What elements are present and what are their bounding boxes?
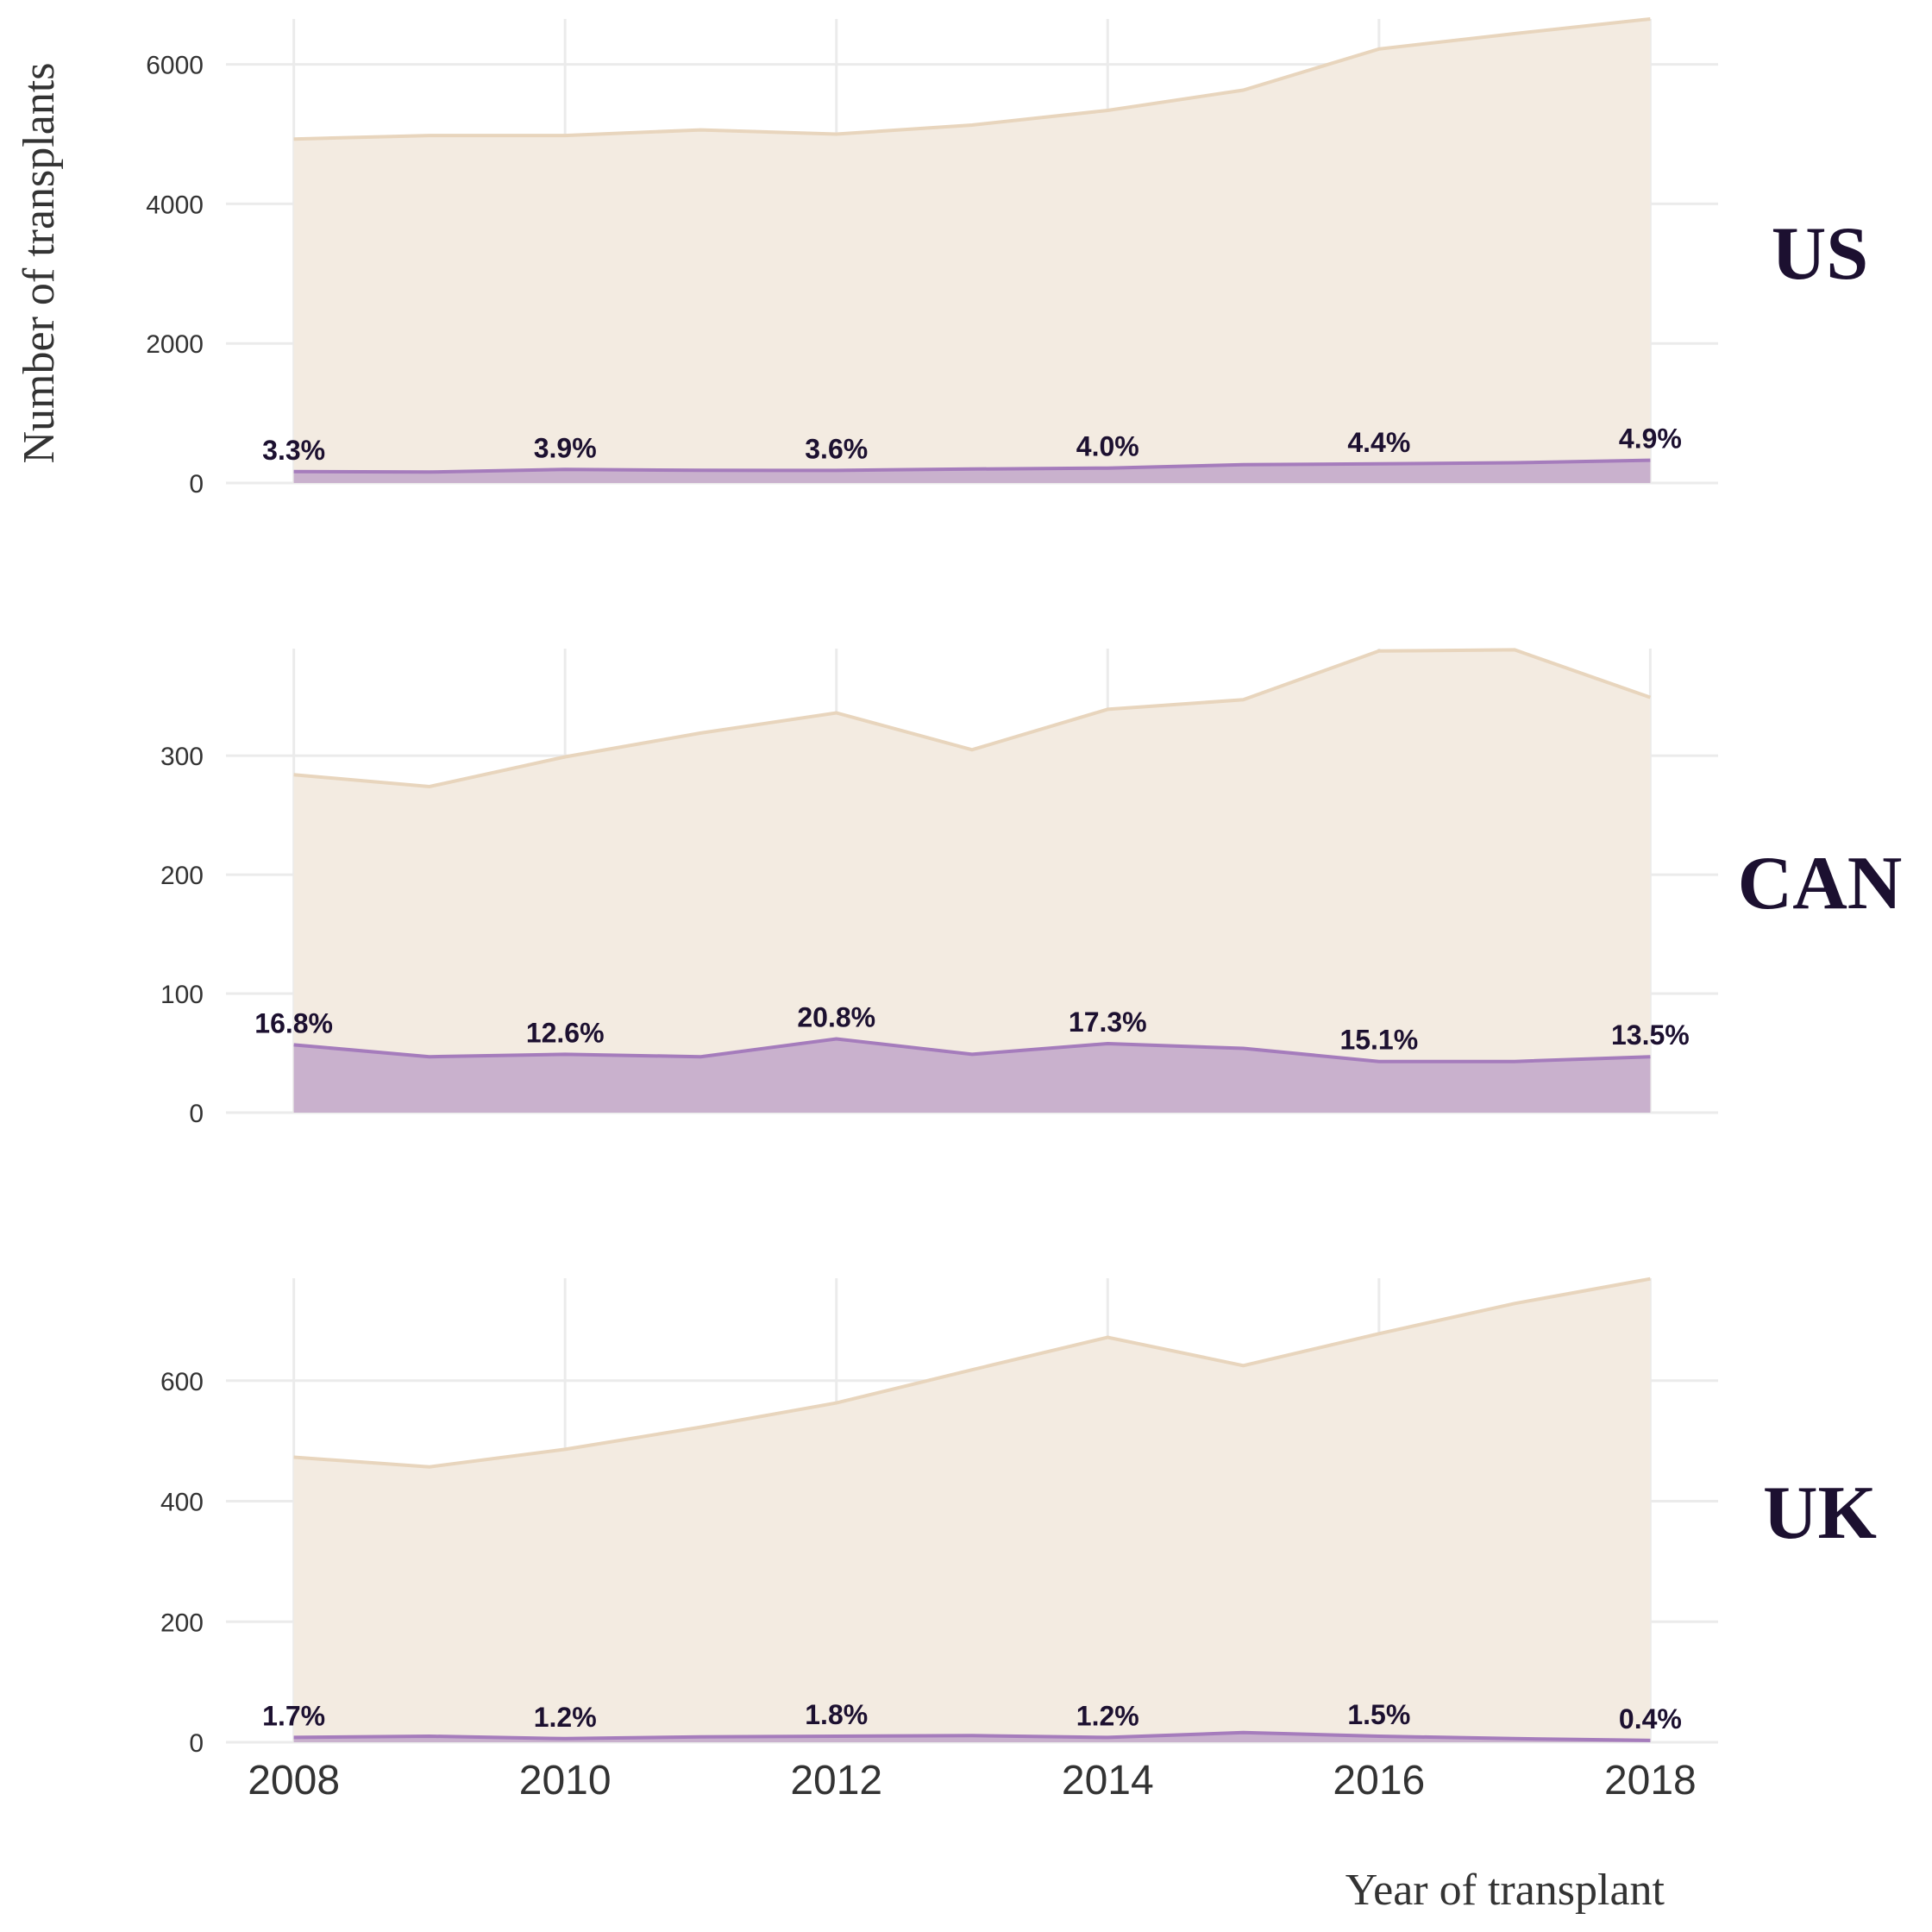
percentage-label: 1.2% — [534, 1702, 597, 1733]
facet-label: CAN — [1738, 842, 1903, 925]
percentage-label: 1.8% — [805, 1699, 868, 1730]
subset-line — [293, 1730, 1651, 1742]
percentage-label: 0.4% — [1619, 1703, 1682, 1734]
percentage-label: 3.6% — [805, 433, 868, 464]
x-axis: 2008 2010 2012 2014 2016 2018 — [248, 1758, 1697, 1803]
total-line — [293, 648, 1652, 789]
facet-label: US — [1772, 212, 1869, 296]
x-tick-label: 2016 — [1333, 1758, 1425, 1803]
percentage-label: 16.8% — [254, 1007, 333, 1038]
x-tick-label: 2018 — [1604, 1758, 1697, 1803]
x-tick-label: 2012 — [790, 1758, 882, 1803]
y-tick-label: 0 — [189, 1100, 204, 1128]
subset-area — [293, 1038, 1651, 1113]
percentage-label: 4.9% — [1619, 423, 1682, 455]
panel-uk: 0 200 400 600 1.7% 1.2% 1.8% 1.2% 1.5% 0.4% UK — [160, 1276, 1877, 1758]
y-tick-label: 200 — [160, 862, 204, 890]
y-tick-label: 0 — [189, 1729, 204, 1758]
percentage-label: 15.1% — [1339, 1025, 1418, 1056]
percentage-label: 12.6% — [526, 1017, 605, 1048]
y-tick-label: 600 — [160, 1368, 204, 1396]
percentage-label: 4.0% — [1076, 431, 1139, 462]
panel-us: 0 2000 4000 6000 3.3% 3.9% 3.6% 4.0% 4.4% 4.9% US — [146, 17, 1869, 499]
total-area — [293, 19, 1651, 483]
y-tick-label: 300 — [160, 743, 204, 771]
percentage-label: 3.9% — [534, 432, 597, 463]
x-tick-label: 2008 — [248, 1758, 340, 1803]
facet-label: UK — [1763, 1471, 1877, 1555]
y-tick-label: 200 — [160, 1609, 204, 1637]
percentage-label: 4.4% — [1347, 427, 1410, 458]
x-axis-title: Year of transplant — [1346, 1866, 1665, 1915]
y-tick-label: 6000 — [146, 52, 204, 80]
panel-can: 0 100 200 300 16.8% 12.6% 20.8% 17.3% 15.1% 13.5%… — [160, 648, 1903, 1128]
percentage-label: 3.3% — [262, 435, 325, 466]
y-tick-label: 100 — [160, 981, 204, 1009]
y-tick-label: 0 — [189, 470, 204, 499]
percentage-label: 1.2% — [1076, 1700, 1139, 1731]
percentage-label: 1.7% — [262, 1700, 325, 1731]
percentage-label: 13.5% — [1611, 1019, 1690, 1051]
percentage-label: 20.8% — [797, 1001, 875, 1032]
percentage-label: 1.5% — [1347, 1699, 1410, 1730]
y-axis-title: Number of transplants — [15, 62, 64, 463]
y-tick-label: 400 — [160, 1489, 204, 1517]
x-tick-label: 2014 — [1062, 1758, 1154, 1803]
total-line — [293, 17, 1651, 141]
subset-line — [293, 458, 1651, 474]
percentage-label: 17.3% — [1069, 1007, 1147, 1038]
y-tick-label: 4000 — [146, 191, 204, 219]
subset-line — [293, 1037, 1651, 1063]
x-tick-label: 2010 — [519, 1758, 612, 1803]
y-tick-label: 2000 — [146, 330, 204, 359]
total-line — [293, 1276, 1651, 1469]
total-area — [293, 649, 1651, 1113]
total-area — [293, 1278, 1651, 1742]
